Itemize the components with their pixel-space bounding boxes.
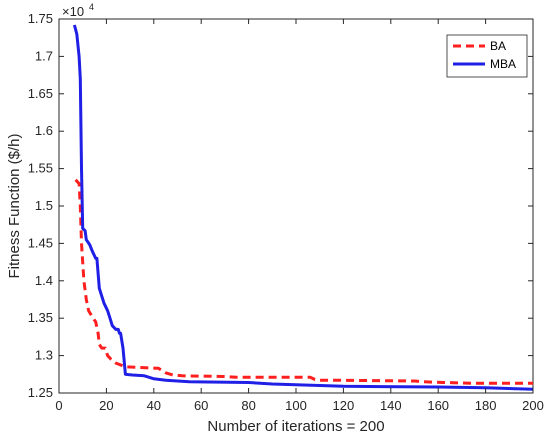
legend-box bbox=[446, 34, 528, 78]
x-tick-label: 180 bbox=[475, 398, 497, 413]
series-layer bbox=[72, 24, 534, 391]
legend: BA MBA bbox=[446, 34, 528, 78]
legend-label-mba: MBA bbox=[490, 57, 516, 71]
x-tick-label: 0 bbox=[55, 398, 62, 413]
series-line-ba bbox=[74, 178, 533, 385]
y-tick-label: 1.3 bbox=[35, 348, 53, 363]
y-axis-ticks: 1.25 1.3 1.35 1.4 1.45 1.5 1.55 1.6 1.65 1.7 1.75 bbox=[28, 11, 533, 400]
y-tick-label: 1.45 bbox=[28, 235, 53, 250]
x-tick-label: 160 bbox=[427, 398, 449, 413]
x-axis-label: Number of iterations = 200 bbox=[207, 418, 384, 435]
y-multiplier-base: ×10 bbox=[62, 4, 84, 19]
y-tick-label: 1.25 bbox=[28, 385, 53, 400]
y-tick-label: 1.35 bbox=[28, 310, 53, 325]
plot-area: 0 20 40 60 80 100 120 140 160 180 200 1.251.31.351… bbox=[28, 11, 544, 413]
y-tick-label: 1.7 bbox=[35, 48, 53, 63]
y-tick-label: 1.75 bbox=[28, 11, 53, 26]
legend-label-ba: BA bbox=[490, 39, 506, 53]
x-tick-label: 100 bbox=[285, 398, 307, 413]
x-tick-label: 20 bbox=[99, 398, 113, 413]
x-tick-label: 120 bbox=[333, 398, 355, 413]
y-tick-label: 1.65 bbox=[28, 86, 53, 101]
x-tick-label: 140 bbox=[380, 398, 402, 413]
y-tick-label: 1.55 bbox=[28, 161, 53, 176]
x-tick-label: 60 bbox=[194, 398, 208, 413]
x-tick-label: 200 bbox=[522, 398, 544, 413]
x-tick-label: 80 bbox=[241, 398, 255, 413]
x-tick-label: 40 bbox=[147, 398, 161, 413]
axes-box bbox=[58, 18, 534, 394]
y-tick-label: 1.6 bbox=[35, 123, 53, 138]
y-tick-label: 1.5 bbox=[35, 198, 53, 213]
x-axis-ticks: 0 20 40 60 80 100 120 140 160 180 200 bbox=[55, 19, 544, 413]
y-tick-label: 1.4 bbox=[35, 273, 53, 288]
series-line-mba bbox=[72, 24, 534, 391]
y-multiplier-exponent: 4 bbox=[89, 2, 94, 12]
y-axis-label: Fitness Function ($/h) bbox=[6, 133, 23, 278]
